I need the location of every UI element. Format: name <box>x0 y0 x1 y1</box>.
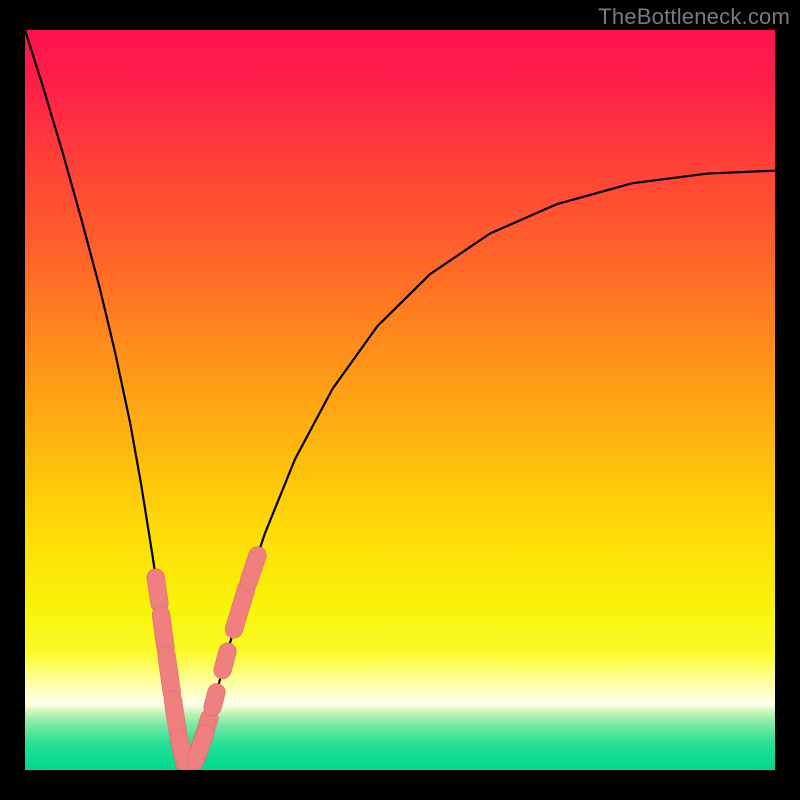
watermark-text: TheBottleneck.com <box>598 4 790 30</box>
figure-stage: TheBottleneck.com <box>0 0 800 800</box>
plot-background <box>25 30 775 770</box>
chart-svg <box>0 0 800 800</box>
